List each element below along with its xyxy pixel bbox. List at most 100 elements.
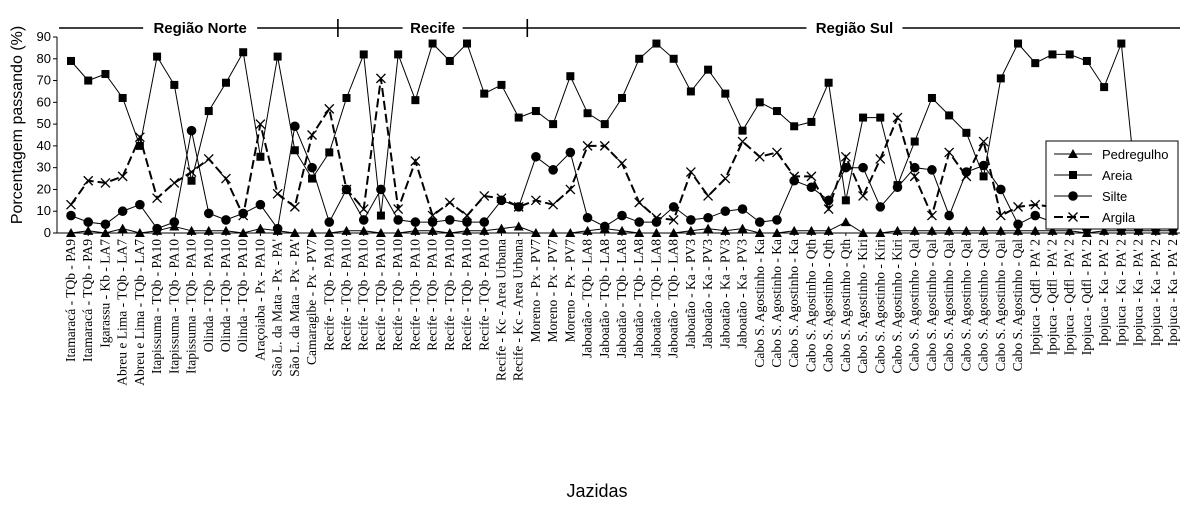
square-marker xyxy=(979,172,988,181)
x-marker-stroke xyxy=(117,171,128,182)
square-marker xyxy=(910,137,919,146)
triangle-marker xyxy=(307,228,318,237)
circle-marker xyxy=(996,184,1006,195)
triangle-marker xyxy=(375,228,386,237)
category-label: Cabo S. Agostinho - Kiri xyxy=(855,239,870,374)
x-marker xyxy=(479,191,490,201)
triangle-marker xyxy=(1030,225,1041,235)
square-marker xyxy=(239,48,248,57)
x-marker xyxy=(410,156,421,167)
category-label: Jaboatão - TQb - LA8 xyxy=(666,239,681,358)
x-marker-stroke xyxy=(341,184,352,195)
category-label: São L. da Mata - Px - PA' xyxy=(270,239,285,377)
legend-label: Argila xyxy=(1102,210,1136,225)
square-marker xyxy=(67,56,75,65)
triangle-marker xyxy=(720,225,731,235)
square-marker xyxy=(721,89,730,98)
x-axis-title: Jazidas xyxy=(566,481,627,501)
circle-marker xyxy=(169,217,180,227)
category-label: Cabo S. Agostinho - Qth xyxy=(803,239,818,372)
x-marker-stroke xyxy=(134,132,145,143)
square-marker xyxy=(566,72,575,81)
series-areia xyxy=(67,39,1177,220)
category-label: Recife - TQb - PA10 xyxy=(339,239,354,351)
square-marker xyxy=(1065,50,1074,59)
x-marker xyxy=(548,199,559,210)
square-marker xyxy=(600,120,609,129)
square-marker xyxy=(514,113,523,122)
circle-marker xyxy=(565,147,576,158)
x-marker xyxy=(840,151,851,162)
x-marker xyxy=(1030,199,1041,210)
square-marker xyxy=(1048,50,1057,59)
triangle-marker xyxy=(341,225,352,235)
legend-entry: Areia xyxy=(1054,168,1133,183)
x-marker-stroke xyxy=(272,188,283,199)
category-label: Ipojuca - Ka - PA' 2 xyxy=(1148,239,1163,346)
x-marker-stroke xyxy=(875,153,886,164)
x-marker xyxy=(375,73,386,84)
circle-marker xyxy=(634,217,645,227)
circle-marker xyxy=(393,215,403,225)
series-line xyxy=(70,42,1173,216)
x-marker xyxy=(496,193,507,204)
x-marker xyxy=(668,214,679,225)
square-marker xyxy=(618,93,626,102)
x-marker-stroke xyxy=(462,210,472,221)
legend-entry: Silte xyxy=(1054,189,1127,204)
region-label: Região Sul xyxy=(816,20,894,37)
category-label: Cabo S. Agostinho - Qth xyxy=(821,239,836,372)
triangle-marker xyxy=(771,228,782,237)
category-label: Jaboatão - TQb - LA8 xyxy=(597,239,612,358)
x-marker-stroke xyxy=(789,171,800,182)
series-pedregulho xyxy=(66,217,1178,237)
square-marker xyxy=(755,98,764,107)
circle-marker xyxy=(221,215,231,225)
x-marker-stroke xyxy=(152,193,163,204)
circle-marker xyxy=(307,162,317,173)
category-label: Jaboatão - Ka - PV3 xyxy=(683,239,698,349)
x-marker xyxy=(83,175,94,186)
triangle-marker xyxy=(823,225,834,235)
triangle-marker xyxy=(444,228,455,237)
square-marker xyxy=(256,152,265,161)
category-label: Cabo S. Agostinho - Qal xyxy=(907,239,922,372)
x-marker-stroke xyxy=(427,210,438,221)
circle-marker xyxy=(617,210,627,221)
x-marker xyxy=(324,103,335,114)
triangle-marker xyxy=(427,225,438,235)
category-label: Ipojuca - Ka - PA' 2 xyxy=(1131,239,1146,346)
circle-marker xyxy=(927,165,937,175)
triangle-marker xyxy=(892,225,903,235)
square-marker xyxy=(1082,56,1091,65)
category-label: Cabo S. Agostinho - Kiri xyxy=(890,239,905,374)
x-marker-stroke xyxy=(703,191,714,201)
x-marker xyxy=(944,147,955,158)
x-marker-stroke xyxy=(634,197,645,208)
x-marker-stroke xyxy=(978,136,989,147)
x-marker xyxy=(462,210,472,221)
x-marker xyxy=(272,188,283,199)
triangle-marker xyxy=(651,228,662,237)
region-band: Região Norte Recife Região Sul xyxy=(59,19,1180,37)
circle-marker xyxy=(1030,210,1041,221)
category-label: Itapissuma - TQb - PA10 xyxy=(149,239,164,374)
category-label: Recife - TQb - PA10 xyxy=(373,239,388,351)
circle-marker xyxy=(186,125,197,136)
x-marker-stroke xyxy=(599,140,610,151)
x-marker-stroke xyxy=(720,173,731,184)
y-tick-label: 0 xyxy=(44,225,51,240)
square-marker xyxy=(583,109,592,118)
square-marker xyxy=(204,107,213,116)
circle-marker xyxy=(703,212,713,223)
x-marker-stroke xyxy=(66,199,76,210)
triangle-marker xyxy=(806,225,817,235)
region-label: Recife xyxy=(410,20,455,37)
category-label: Jaboatão - TQb - LA8 xyxy=(614,239,629,358)
triangle-marker xyxy=(220,225,231,235)
triangle-marker xyxy=(978,225,989,235)
x-marker xyxy=(875,153,886,164)
x-marker-stroke xyxy=(685,167,696,177)
square-marker xyxy=(290,146,299,155)
x-marker xyxy=(720,173,731,184)
